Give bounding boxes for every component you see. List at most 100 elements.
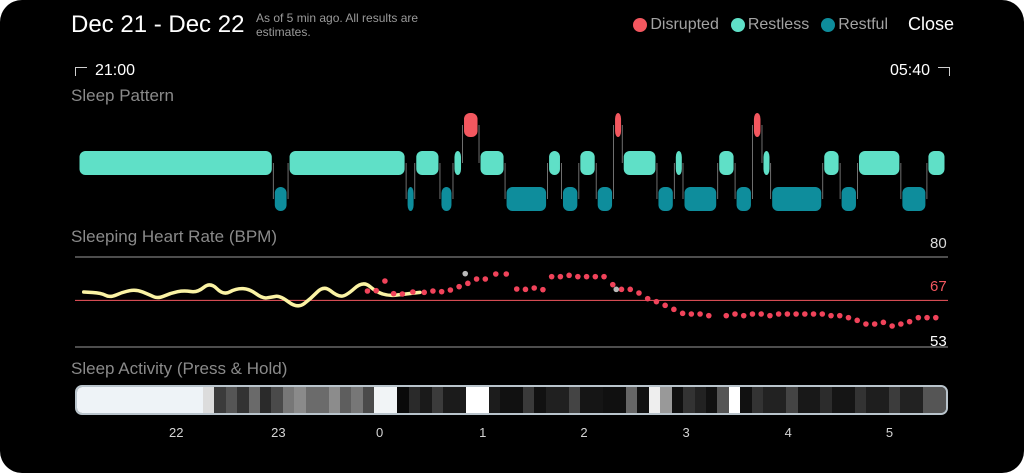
- hr-point: [775, 311, 782, 317]
- hr-point: [430, 288, 436, 294]
- hr-point: [390, 290, 397, 297]
- hr-point: [854, 317, 861, 324]
- hr-tick-label: 53: [930, 333, 947, 350]
- hr-point: [557, 273, 564, 280]
- hr-highlight-point: [462, 270, 469, 277]
- activity-segment: [786, 387, 798, 413]
- activity-segment: [820, 387, 832, 413]
- activity-segment: [305, 387, 329, 413]
- sleep-stage-restful: [274, 187, 287, 211]
- sleep-stage-restless: [928, 151, 945, 175]
- sleep-stage-restful: [684, 187, 717, 211]
- activity-segment: [294, 387, 306, 413]
- activity-segment: [420, 387, 432, 413]
- sleep-stage-restless: [454, 151, 462, 175]
- hour-tick-label: 1: [479, 425, 487, 440]
- close-button[interactable]: Close: [907, 14, 954, 34]
- hr-point: [924, 314, 930, 321]
- activity-segment: [683, 387, 695, 413]
- sleep-stage-restful: [506, 187, 547, 211]
- sleep-stage-restful: [841, 187, 856, 211]
- time-range-start[interactable]: 21:00: [75, 62, 135, 80]
- activity-segment: [225, 387, 238, 413]
- hr-point: [492, 271, 499, 277]
- hr-point: [758, 311, 764, 317]
- sleep-stage-restless: [763, 151, 770, 175]
- legend-item-restless: Restless: [730, 16, 810, 34]
- activity-segment: [797, 387, 821, 413]
- activity-segment: [77, 387, 203, 413]
- activity-segment: [831, 387, 855, 413]
- activity-segment: [465, 387, 489, 413]
- sleep-stage-restful: [736, 187, 751, 211]
- hr-point: [671, 306, 677, 313]
- hr-tick-label: 80: [930, 235, 947, 252]
- estimate-note: As of 5 min ago. All results are estimat…: [256, 11, 419, 39]
- hour-tick-label: 4: [784, 425, 792, 440]
- hr-point: [871, 321, 878, 327]
- activity-segment: [202, 387, 215, 413]
- activity-segment: [889, 387, 901, 413]
- hr-point: [932, 314, 939, 321]
- activity-segment: [728, 387, 741, 413]
- hr-point: [609, 281, 616, 288]
- legend-item-disrupted: Disrupted: [633, 16, 719, 34]
- hr-point: [732, 311, 738, 317]
- hr-point: [627, 286, 634, 293]
- legend-label: Restless: [747, 16, 810, 33]
- hr-point: [898, 321, 904, 327]
- hr-point: [382, 278, 388, 284]
- hr-point: [531, 285, 537, 291]
- activity-segment: [237, 387, 249, 413]
- hour-tick-label: 22: [169, 425, 184, 440]
- sleep-stage-restless: [824, 151, 839, 175]
- hr-point: [828, 312, 834, 319]
- hr-point: [644, 295, 651, 302]
- activity-segment: [282, 387, 295, 413]
- activity-segment: [442, 387, 466, 413]
- sleep-stage-restless: [719, 151, 734, 175]
- sleep-stage-restless: [416, 151, 439, 175]
- activity-segment: [866, 387, 890, 413]
- hour-tick-label: 23: [271, 425, 286, 440]
- time-range-end[interactable]: 05:40: [890, 62, 950, 80]
- hr-point: [592, 273, 599, 280]
- sleep-stage-restful: [902, 187, 926, 211]
- hr-point: [575, 273, 581, 280]
- sleep-stage-restless: [289, 151, 405, 175]
- sleep-stage-restful: [772, 187, 822, 211]
- legend: Disrupted Restless Restful: [633, 16, 888, 34]
- activity-segment: [397, 387, 409, 413]
- restful-dot-icon: [821, 18, 836, 32]
- sleep-activity-bar[interactable]: [75, 385, 948, 415]
- activity-segment: [408, 387, 421, 413]
- bracket-start-icon: [75, 66, 87, 76]
- hr-tick-label: 67: [930, 278, 947, 296]
- hour-tick-label: 0: [376, 425, 384, 440]
- activity-segment: [500, 387, 524, 413]
- activity-segment: [271, 387, 283, 413]
- hr-point: [438, 288, 445, 295]
- hr-point: [513, 286, 520, 292]
- end-time: 05:40: [889, 62, 930, 79]
- hour-tick-label: 2: [580, 425, 588, 440]
- hr-point: [373, 287, 379, 294]
- hr-point: [784, 311, 791, 317]
- hr-point: [465, 280, 471, 287]
- sleep-activity-label: Sleep Activity (Press & Hold): [71, 359, 288, 378]
- hr-point: [548, 273, 555, 280]
- hr-point: [410, 289, 416, 295]
- sleep-stage-restless: [549, 151, 560, 175]
- hr-point: [723, 312, 730, 319]
- sleep-pattern-label: Sleep Pattern: [71, 86, 175, 105]
- hr-point: [863, 321, 869, 327]
- hr-point: [688, 311, 695, 317]
- activity-segment: [854, 387, 867, 413]
- sleep-stage-restless: [858, 151, 900, 175]
- hr-point: [793, 311, 799, 317]
- hr-point: [845, 314, 852, 321]
- activity-segment: [603, 387, 626, 413]
